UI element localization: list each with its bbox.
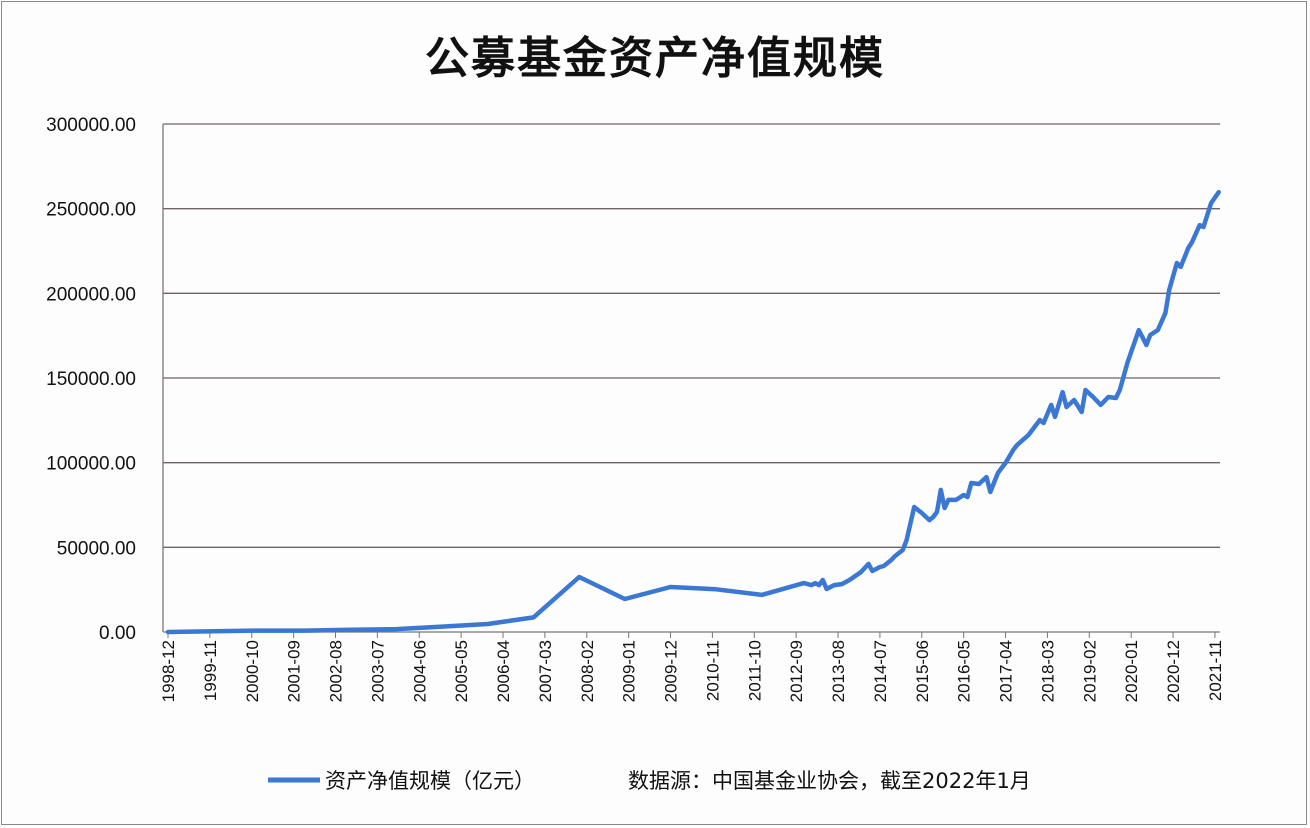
x-tick-label: 2009-01 — [620, 640, 639, 702]
x-tick-label: 2012-09 — [787, 640, 806, 702]
x-tick-label: 2009-12 — [662, 640, 681, 702]
x-tick-label: 2014-07 — [871, 640, 890, 702]
x-tick-label: 2020-01 — [1122, 640, 1141, 702]
x-tick-label: 2017-04 — [997, 640, 1016, 702]
x-tick-label: 2016-05 — [955, 640, 974, 702]
source-note: 数据源：中国基金业协会，截至2022年1月 — [628, 769, 1031, 793]
x-tick-label: 1999-11 — [201, 640, 220, 701]
y-tick-label: 200000.00 — [46, 284, 136, 305]
chart-title: 公募基金资产净值规模 — [425, 33, 885, 84]
x-tick-label: 2006-04 — [494, 640, 513, 702]
x-tick-label: 2003-07 — [368, 640, 387, 702]
x-tick-label: 2021-11 — [1206, 640, 1225, 701]
legend-label: 资产净值规模（亿元） — [325, 769, 535, 793]
x-tick-label: 2004-06 — [410, 640, 429, 702]
x-tick-label: 2015-06 — [913, 640, 932, 702]
x-tick-label: 2020-12 — [1164, 640, 1183, 702]
x-tick-label: 2008-02 — [578, 640, 597, 702]
x-tick-label: 2007-03 — [536, 640, 555, 702]
x-tick-label: 2019-02 — [1080, 640, 1099, 702]
x-tick-label: 1998-12 — [159, 640, 178, 702]
x-tick-label: 2002-08 — [327, 640, 346, 702]
y-tick-label: 100000.00 — [46, 454, 136, 475]
y-tick-label: 150000.00 — [46, 369, 136, 390]
x-tick-label: 2001-09 — [285, 640, 304, 702]
x-tick-label: 2018-03 — [1038, 640, 1057, 702]
y-tick-label: 50000.00 — [57, 538, 136, 559]
y-tick-label: 250000.00 — [46, 200, 136, 221]
x-tick-label: 2013-08 — [829, 640, 848, 702]
x-tick-label: 2005-05 — [452, 640, 471, 702]
series-line — [165, 189, 1221, 635]
x-tick-label: 2000-10 — [243, 640, 262, 702]
x-tick-label: 2010-11 — [703, 640, 722, 701]
y-tick-label: 0.00 — [99, 623, 136, 644]
x-tick-label: 2011-10 — [745, 640, 764, 701]
y-tick-label: 300000.00 — [46, 115, 136, 136]
